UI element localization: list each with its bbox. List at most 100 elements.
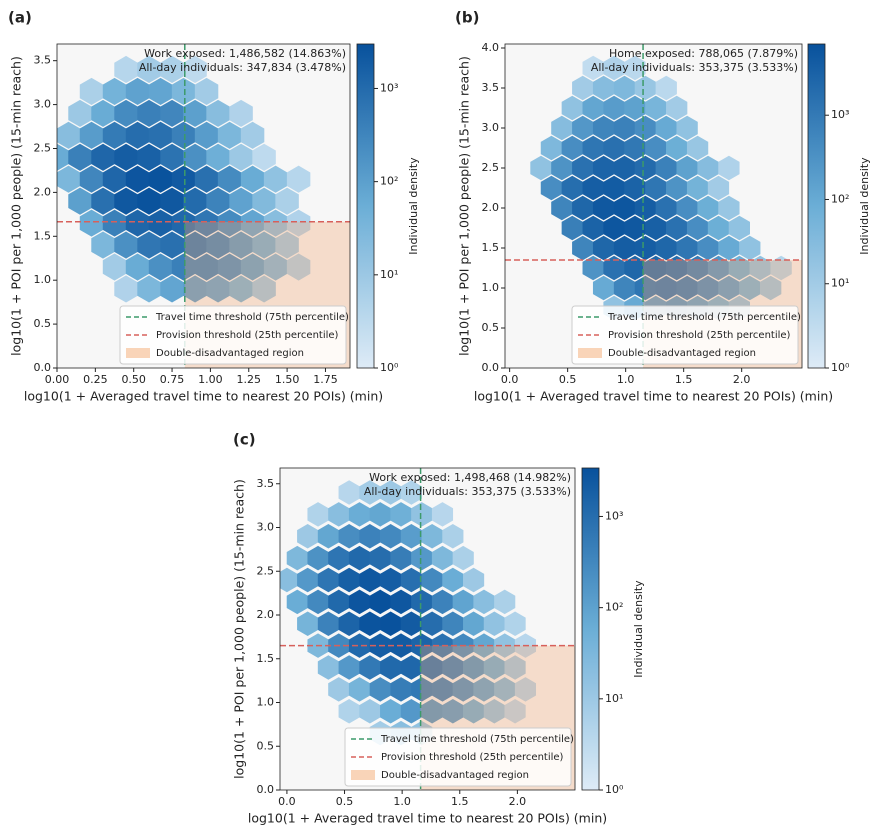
hex-cell [666, 95, 688, 121]
hex-cell [79, 77, 104, 105]
hex-cell [739, 275, 761, 301]
panel-label: (c) [233, 431, 256, 449]
x-axis-title: log10(1 + Averaged travel time to neares… [474, 389, 833, 404]
hex-cell [718, 235, 740, 261]
legend-label: Provision threshold (25th percentile) [381, 752, 564, 763]
hex-cell [572, 155, 594, 181]
hex-cell [114, 275, 138, 303]
legend-swatch [578, 348, 602, 358]
hex-cell [613, 155, 636, 181]
hex-cell [655, 75, 677, 101]
hex-cell [431, 677, 454, 702]
hex-cell [68, 187, 92, 215]
annotation: All-day individuals: 353,375 (3.533%) [364, 485, 571, 498]
hex-cell [217, 165, 242, 193]
hex-cell [148, 253, 173, 281]
y-tick-label: 2.0 [34, 185, 52, 198]
y-tick-label: 1.5 [257, 652, 275, 665]
hex-cell [411, 545, 433, 571]
x-axis-title: log10(1 + Averaged travel time to neares… [248, 811, 607, 826]
hex-cell [421, 524, 443, 549]
hex-cell [592, 235, 615, 261]
hex-cell [697, 235, 719, 261]
hex-cell [463, 655, 485, 680]
hex-cell [624, 135, 646, 161]
colorbar-tick-label: 10³ [605, 509, 623, 522]
hexbin-layer [57, 55, 311, 303]
hex-cell [697, 155, 719, 181]
y-tick-label: 3.5 [34, 54, 52, 67]
hex-cell [286, 209, 311, 237]
hex-cell [183, 231, 207, 259]
hex-cell [390, 589, 412, 615]
hex-cell [634, 275, 657, 301]
hex-cell [442, 611, 464, 636]
hex-cell [91, 187, 115, 215]
hex-cell [551, 155, 573, 181]
hex-cell [380, 655, 402, 680]
hex-cell [561, 215, 583, 241]
y-tick-label: 0.0 [482, 361, 500, 374]
hex-cell [421, 567, 443, 593]
x-tick-label: 1.00 [198, 373, 223, 386]
hex-cell [634, 235, 657, 261]
hex-cell [530, 155, 552, 181]
y-tick-label: 2.0 [482, 201, 500, 214]
hex-cell [718, 195, 740, 221]
hex-cell [613, 115, 636, 141]
x-tick-label: 2.0 [509, 795, 527, 808]
legend-label: Provision threshold (25th percentile) [156, 330, 339, 341]
hex-cell [348, 633, 371, 658]
panel: (c) 0.0 0.5 1.0 1.5 2.0 0.0 0.5 1.0 1.5 2.0 2.5 3.0 3… [232, 431, 646, 826]
hex-cell [561, 95, 583, 121]
hex-cell [645, 135, 667, 161]
hex-cell [400, 524, 422, 549]
hex-cell [252, 143, 276, 171]
hex-cell [359, 699, 381, 724]
hex-cell [603, 55, 625, 81]
legend-box [571, 305, 799, 365]
hex-cell [592, 195, 615, 221]
hex-cell [68, 143, 92, 171]
hex-cell [359, 480, 381, 505]
legend-box [119, 305, 347, 365]
hex-cell [240, 209, 265, 237]
hex-cell [286, 545, 308, 571]
hex-cell [421, 655, 443, 680]
hex-cell [770, 255, 792, 281]
hex-cell [380, 480, 402, 505]
hex-cell [411, 633, 433, 658]
hex-cell [676, 275, 698, 301]
hex-cell [676, 235, 698, 261]
hex-cell [229, 231, 253, 259]
hex-cell [317, 611, 339, 636]
hex-cell [603, 175, 625, 201]
x-tick-label: 0.0 [501, 373, 519, 386]
colorbar-title: Individual density [632, 580, 645, 678]
legend-swatch [351, 770, 375, 780]
hex-cell [452, 677, 474, 702]
hex-cell [411, 502, 433, 527]
hex-cell [666, 255, 688, 281]
hexbin-layer [280, 480, 537, 746]
legend-label: Travel time threshold (75th percentile) [380, 734, 574, 745]
y-tick-label: 0.5 [257, 739, 275, 752]
hex-cell [572, 115, 594, 141]
hex-cell [114, 55, 138, 84]
hex-cell [240, 253, 265, 281]
y-axis-title: log10(1 + POI per 1,000 people) (15-min … [9, 56, 24, 356]
hex-cell [400, 655, 422, 680]
hex-cell [160, 99, 184, 127]
colorbar-title: Individual density [407, 157, 420, 255]
colorbar-title: Individual density [858, 157, 871, 255]
y-tick-label: 1.0 [257, 696, 275, 709]
hex-cell [666, 215, 688, 241]
hex-cell [125, 253, 150, 281]
hex-cell [160, 143, 184, 171]
hex-cell [338, 567, 360, 593]
hex-cell [592, 155, 615, 181]
hex-cell [317, 567, 339, 593]
hex-cell [676, 195, 698, 221]
hex-cell [263, 209, 288, 237]
annotation: Work exposed: 1,486,582 (14.863%) [144, 47, 346, 60]
